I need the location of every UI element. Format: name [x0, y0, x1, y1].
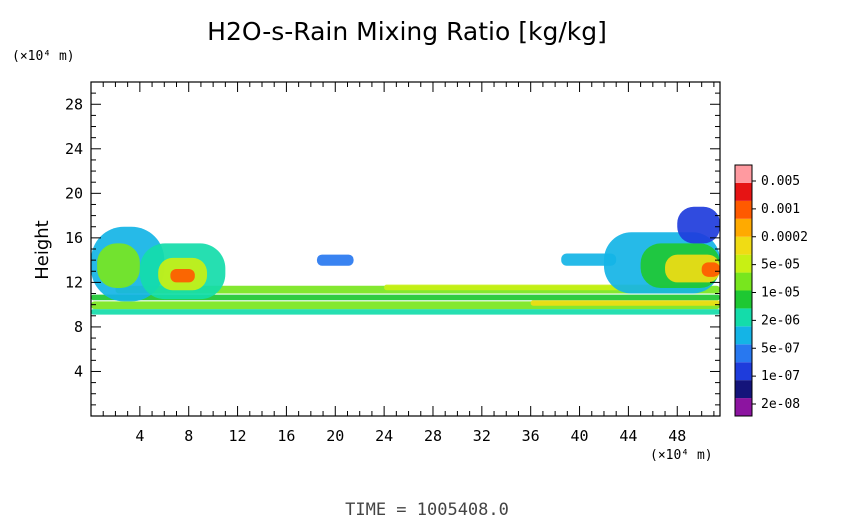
y-unit-label: (×10⁴ m) [12, 49, 75, 64]
y-axis-label: Height [32, 220, 53, 280]
colorbar-swatch-11 [735, 200, 752, 219]
y-tick-label-24: 24 [65, 140, 83, 158]
colorbar-swatch-1 [735, 380, 752, 399]
colorbar-legend: 0.005 0.001 0.0002 5e-05 1e-05 2e-06 5e-07 1e-0… [734, 164, 808, 417]
heatmap-region-11 [316, 254, 354, 266]
time-footer: TIME = 1005408.0 [345, 500, 509, 519]
heatmap-region-2 [530, 300, 720, 306]
colorbar-swatch-7 [735, 272, 752, 291]
colorbar-label-4: 1e-05 [761, 286, 800, 301]
colorbar-swatch-6 [735, 290, 752, 309]
x-tick-label-12: 12 [229, 427, 247, 445]
y-tick-label-4: 4 [74, 362, 83, 380]
x-tick-label-40: 40 [571, 427, 589, 445]
colorbar-label-2: 0.0002 [761, 230, 808, 245]
y-tick-label-8: 8 [74, 318, 83, 336]
colorbar-label-1: 0.001 [761, 202, 800, 217]
colorbar-label-6: 5e-07 [761, 341, 800, 356]
colorbar-label-5: 2e-06 [761, 313, 800, 328]
colorbar-label-8: 2e-08 [761, 397, 800, 412]
colorbar-swatch-2 [735, 362, 752, 381]
heatmap-field [91, 206, 720, 315]
colorbar-label-7: 1e-07 [761, 369, 800, 384]
colorbar-swatch-12 [735, 182, 752, 201]
colorbar-swatch-4 [735, 326, 752, 345]
colorbar-swatch-13 [735, 165, 752, 183]
y-tick-label-16: 16 [65, 229, 83, 247]
colorbar-swatch-0 [735, 398, 752, 416]
heatmap-region-0 [91, 309, 720, 315]
y-axis: 4 8 12 16 20 24 28 [65, 92, 720, 406]
heatmap-region-3 [91, 294, 720, 301]
y-tick-label-28: 28 [65, 95, 83, 113]
x-tick-label-48: 48 [668, 427, 686, 445]
colorbar-swatch-5 [735, 308, 752, 327]
x-tick-label-24: 24 [375, 427, 393, 445]
colorbar-label-3: 5e-05 [761, 258, 800, 273]
x-unit-label: (×10⁴ m) [650, 448, 713, 463]
x-axis: 4 8 12 16 20 24 28 32 36 40 44 48 [102, 82, 715, 445]
colorbar-swatch-8 [735, 254, 752, 273]
y-tick-label-12: 12 [65, 273, 83, 291]
x-tick-label-32: 32 [473, 427, 491, 445]
colorbar-label-0: 0.005 [761, 174, 800, 189]
heatmap-region-10 [170, 269, 195, 283]
plot-frame [90, 81, 721, 417]
x-tick-label-36: 36 [522, 427, 540, 445]
heatmap-region-12 [561, 253, 617, 266]
heatmap-region-17 [677, 206, 720, 244]
colorbar-frame [734, 164, 753, 417]
x-tick-label-8: 8 [184, 427, 193, 445]
x-tick-label-44: 44 [619, 427, 637, 445]
y-tick-label-20: 20 [65, 184, 83, 202]
colorbar-swatch-9 [735, 236, 752, 255]
x-tick-label-20: 20 [326, 427, 344, 445]
heatmap-region-5 [384, 284, 653, 291]
colorbar-swatch-10 [735, 218, 752, 237]
x-tick-label-28: 28 [424, 427, 442, 445]
colorbar-swatch-3 [735, 344, 752, 363]
x-tick-label-4: 4 [135, 427, 144, 445]
chart-title: H2O-s-Rain Mixing Ratio [kg/kg] [207, 17, 607, 46]
heatmap-region-7 [97, 243, 140, 288]
heatmap-region-16 [701, 262, 720, 277]
x-tick-label-16: 16 [277, 427, 295, 445]
